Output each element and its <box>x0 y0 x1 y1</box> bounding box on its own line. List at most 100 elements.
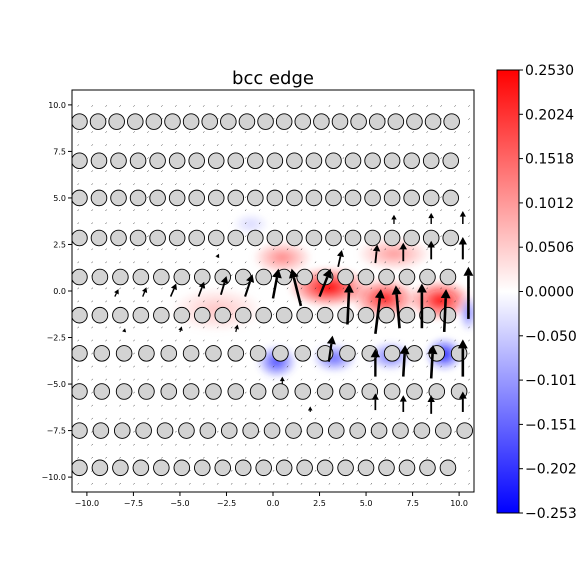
background-arrow <box>175 300 177 303</box>
atom <box>194 268 211 286</box>
background-arrow <box>161 209 163 212</box>
background-arrow <box>356 404 359 407</box>
background-arrow <box>356 417 359 420</box>
background-arrow <box>468 352 470 355</box>
atom <box>153 268 170 286</box>
background-arrow <box>105 105 107 107</box>
displacement-arrow <box>372 244 381 264</box>
colorbar-tick-label: −0.253 <box>525 506 576 522</box>
atom <box>272 345 289 362</box>
background-arrow <box>440 443 442 446</box>
atom <box>149 189 166 207</box>
background-arrow <box>175 144 177 146</box>
background-arrow <box>314 443 317 446</box>
background-arrow <box>286 456 289 459</box>
background-arrow <box>175 222 177 225</box>
background-arrow <box>426 352 428 355</box>
background-arrow <box>314 365 317 368</box>
background-arrow <box>244 170 247 173</box>
atom <box>72 422 88 439</box>
atom <box>305 189 323 207</box>
background-arrow <box>412 131 414 133</box>
background-arrow <box>230 456 233 459</box>
colorbar-tick-label: −0.202 <box>525 462 576 478</box>
background-arrow <box>384 456 387 459</box>
background-arrow <box>426 287 428 290</box>
x-tick-label: −7.5 <box>124 499 143 508</box>
background-arrow <box>244 261 247 264</box>
displacement-arrow <box>169 283 177 297</box>
background-arrow <box>328 131 331 133</box>
background-arrow <box>328 482 331 485</box>
background-arrow <box>258 300 261 303</box>
atom <box>419 268 436 286</box>
atom <box>378 268 395 286</box>
background-arrow <box>426 417 428 420</box>
background-arrow <box>230 313 233 316</box>
atom <box>428 383 446 400</box>
atom <box>132 459 150 477</box>
background-arrow <box>91 300 93 303</box>
background-arrow <box>133 417 135 420</box>
background-arrow <box>105 209 107 212</box>
background-arrow <box>468 456 470 459</box>
background-arrow <box>356 300 359 303</box>
background-arrow <box>356 131 359 133</box>
background-arrow <box>370 456 373 459</box>
background-arrow <box>300 365 303 368</box>
background-arrow <box>398 222 401 225</box>
background-arrow <box>161 378 163 381</box>
displacement-arrow <box>459 210 466 224</box>
background-arrow <box>189 443 191 446</box>
atom <box>93 345 111 362</box>
background-arrow <box>230 144 233 146</box>
background-arrow <box>91 183 93 186</box>
atom <box>182 345 200 362</box>
background-arrow <box>189 482 191 485</box>
background-arrow <box>412 300 414 303</box>
background-arrow <box>230 248 233 251</box>
atom <box>255 268 272 286</box>
atom <box>173 306 191 324</box>
background-arrow <box>342 365 345 368</box>
atom <box>442 152 460 169</box>
background-arrow <box>314 183 317 186</box>
x-tick-label: −10.0 <box>75 499 100 508</box>
background-arrow <box>189 131 191 133</box>
atom <box>296 268 313 286</box>
background-arrow <box>230 365 233 368</box>
background-arrow <box>203 378 205 381</box>
displacement-arrow <box>399 344 410 377</box>
atom <box>90 229 108 247</box>
background-arrow <box>258 209 261 212</box>
background-arrow <box>454 430 456 433</box>
background-arrow <box>468 118 470 120</box>
background-arrow <box>230 443 233 446</box>
background-arrow <box>454 222 456 225</box>
background-arrow <box>468 157 470 160</box>
displacement-arrow <box>122 328 127 333</box>
background-arrow <box>161 222 163 225</box>
atom <box>90 152 108 169</box>
atom <box>403 152 420 169</box>
background-arrow <box>342 456 345 459</box>
background-arrow <box>342 326 345 329</box>
background-arrow <box>356 183 359 186</box>
background-arrow <box>230 417 233 420</box>
background-arrow <box>119 248 121 251</box>
atom-layer <box>72 113 473 477</box>
atom <box>403 229 420 247</box>
background-arrow <box>175 131 177 133</box>
x-tick-label: 2.5 <box>313 499 326 508</box>
background-arrow <box>454 404 456 407</box>
atom <box>153 459 170 477</box>
atom <box>364 189 381 207</box>
background-arrow <box>244 352 247 355</box>
field-blob <box>252 240 313 275</box>
background-arrow <box>370 326 373 329</box>
atom <box>201 113 218 130</box>
background-arrow <box>175 105 177 107</box>
background-arrow <box>426 391 428 394</box>
background-arrow <box>468 339 470 342</box>
background-arrow <box>454 482 456 485</box>
